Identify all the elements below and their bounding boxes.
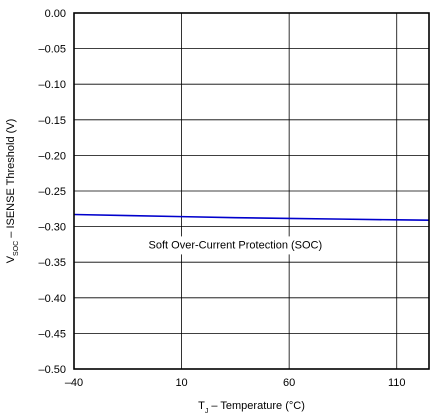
- x-tick-label: 60: [283, 377, 295, 389]
- x-axis-label-subscript: J: [205, 408, 209, 415]
- y-tick-label: 0.00: [45, 8, 66, 20]
- y-axis-label-subscript: SOC: [13, 241, 20, 256]
- x-axis-label-suffix: – Temperature (°C): [208, 400, 305, 412]
- x-axis-label-prefix: T: [198, 400, 205, 412]
- grid-layer: [74, 13, 429, 369]
- y-tick-label: –0.50: [38, 364, 66, 376]
- x-tick-label: 110: [388, 377, 406, 389]
- x-tick-label: –40: [65, 377, 83, 389]
- y-axis-label-prefix: V: [5, 255, 17, 263]
- annotation-background: [142, 236, 329, 255]
- plot-frame: [73, 12, 430, 370]
- y-axis-label-suffix: – ISENSE Threshold (V): [5, 119, 17, 241]
- x-axis-label: TJ – Temperature (°C): [198, 400, 305, 415]
- series-layer: [73, 213, 430, 221]
- y-tick-label: –0.25: [38, 186, 66, 198]
- y-tick-labels: 0.00 –0.05 –0.10 –0.15 –0.20 –0.25 –0.30 –0.35 –…: [38, 8, 66, 376]
- y-tick-label: –0.05: [38, 44, 66, 56]
- y-tick-label: –0.15: [38, 115, 66, 127]
- y-tick-label: –0.45: [38, 328, 66, 340]
- x-tick-label: 10: [175, 377, 187, 389]
- x-tick-labels: –40 10 60 110: [65, 377, 406, 389]
- y-tick-label: –0.20: [38, 150, 66, 162]
- annotation-label: Soft Over-Current Protection (SOC): [149, 239, 323, 251]
- annotation: Soft Over-Current Protection (SOC): [142, 236, 329, 255]
- y-tick-label: –0.10: [38, 79, 66, 91]
- annotation-layer: Soft Over-Current Protection (SOC): [142, 236, 329, 255]
- y-tick-label: –0.40: [38, 293, 66, 305]
- y-tick-label: –0.35: [38, 257, 66, 269]
- series-line: [73, 213, 430, 221]
- y-tick-label: –0.30: [38, 222, 66, 234]
- y-axis-label: VSOC – ISENSE Threshold (V): [5, 119, 20, 264]
